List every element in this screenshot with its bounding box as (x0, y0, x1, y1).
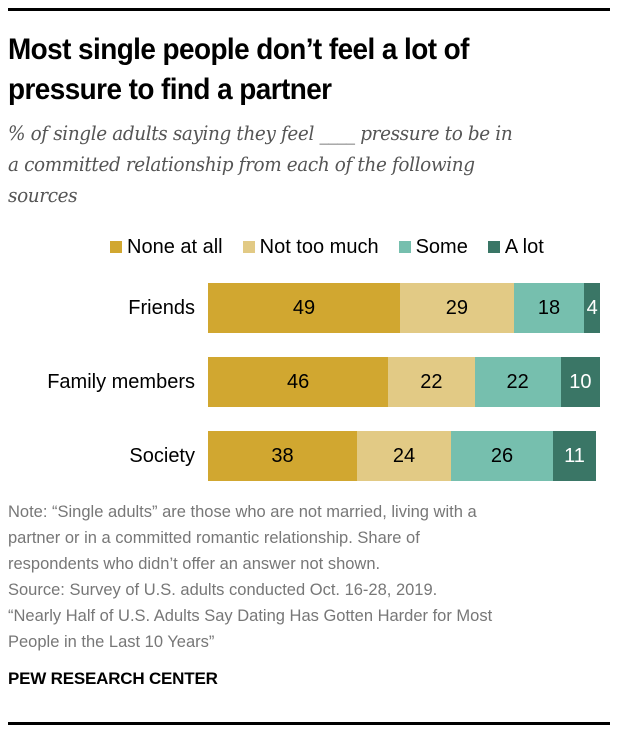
legend-item-not-too-much: Not too much (242, 235, 379, 259)
legend-label: Not too much (259, 235, 379, 258)
legend-label: A lot (504, 235, 544, 258)
bar-row-friends: Friends 49 29 18 4 (0, 283, 630, 333)
bar-row-society: Society 38 24 26 11 (0, 431, 630, 481)
top-rule (8, 8, 610, 11)
bar-segment-none-at-all: 46 (208, 357, 389, 407)
bar-segment-a-lot: 4 (584, 283, 600, 333)
title-line-2: pressure to find a partner (8, 73, 332, 106)
legend-swatch-icon (398, 241, 411, 253)
bar-segment-none-at-all: 49 (208, 283, 401, 333)
subtitle-line-2: a committed relationship from each of th… (8, 152, 475, 176)
legend-item-a-lot: A lot (487, 235, 544, 259)
note-line: partner or in a committed romantic relat… (8, 529, 420, 547)
legend-label: None at all (127, 235, 223, 258)
subtitle-line-1: % of single adults saying they feel ____… (8, 121, 513, 145)
stacked-bar: 46 22 22 10 (208, 357, 600, 407)
bar-segment-not-too-much: 24 (356, 431, 452, 481)
bar-segment-some: 18 (513, 283, 585, 333)
bar-row-family-members: Family members 46 22 22 10 (0, 357, 630, 407)
row-label: Society (129, 445, 195, 467)
legend-swatch-icon (110, 241, 122, 253)
legend-swatch-icon (242, 241, 255, 253)
row-label: Friends (128, 297, 195, 319)
chart-subtitle: % of single adults saying they feel ____… (8, 118, 560, 211)
bar-segment-not-too-much: 29 (400, 283, 514, 333)
bar-segment-not-too-much: 22 (388, 357, 475, 407)
bar-segment-a-lot: 10 (560, 357, 600, 407)
note-line: respondents who didn’t offer an answer n… (8, 555, 381, 573)
stacked-bar: 49 29 18 4 (208, 283, 600, 333)
bar-segment-a-lot: 11 (552, 431, 597, 481)
legend-swatch-icon (487, 241, 500, 253)
bar-segment-none-at-all: 38 (208, 431, 357, 481)
chart-legend: None at all Not too much Some A lot (110, 235, 564, 259)
report-title-line: People in the Last 10 Years” (8, 633, 215, 651)
row-label: Family members (47, 371, 195, 393)
bar-segment-some: 26 (451, 431, 553, 481)
source-line: Source: Survey of U.S. adults conducted … (8, 581, 438, 599)
brand-logo-text: PEW RESEARCH CENTER (8, 669, 218, 688)
report-title-line: “Nearly Half of U.S. Adults Say Dating H… (8, 607, 493, 625)
subtitle-line-3: sources (8, 183, 78, 207)
legend-label: Some (415, 235, 468, 258)
legend-item-none-at-all: None at all (110, 236, 223, 259)
bar-segment-some: 22 (474, 357, 561, 407)
bottom-rule (8, 722, 610, 725)
note-line: Note: “Single adults” are those who are … (8, 503, 477, 521)
legend-item-some: Some (398, 235, 468, 259)
title-line-1: Most single people don’t feel a lot of (8, 33, 469, 66)
chart-title: Most single people don’t feel a lot of p… (8, 30, 566, 110)
chart-notes: Note: “Single adults” are those who are … (8, 499, 618, 655)
stacked-bar: 38 24 26 11 (208, 431, 597, 481)
